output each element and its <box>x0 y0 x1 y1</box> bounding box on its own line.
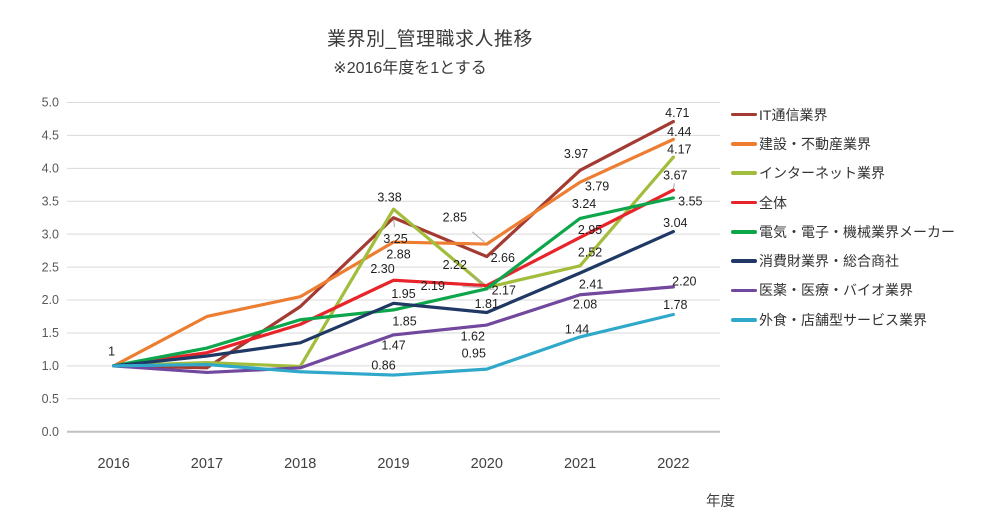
label-leader-line <box>472 275 485 285</box>
data-label: 4.17 <box>667 143 691 157</box>
data-label: 1.44 <box>565 322 589 336</box>
data-label: 3.25 <box>383 232 407 246</box>
label-leader-line <box>462 286 483 288</box>
x-tick-label: 2020 <box>471 456 503 472</box>
legend-item-1: 建設・不動産業界 <box>731 129 999 158</box>
y-tick-label: 3.5 <box>42 194 59 208</box>
legend-swatch-icon <box>731 200 757 205</box>
data-label: 0.95 <box>462 347 486 361</box>
data-label: 1.62 <box>461 330 485 344</box>
legend-item-4: 電気・電子・機械業界メーカー <box>731 217 999 246</box>
data-label: 2.66 <box>491 251 515 265</box>
legend-item-5: 消費財業界・総合商社 <box>731 246 999 275</box>
data-label: 2.22 <box>443 258 467 272</box>
legend-item-6: 医薬・医療・バイオ業界 <box>731 276 999 305</box>
data-label: 3.97 <box>564 147 588 161</box>
legend-swatch-icon <box>731 171 757 176</box>
x-axis-title: 年度 <box>706 494 735 510</box>
legend-swatch-icon <box>731 317 757 322</box>
x-tick-label: 2018 <box>284 456 316 472</box>
legend-item-2: インターネット業界 <box>731 159 999 188</box>
legend-item-7: 外食・店舗型サービス業界 <box>731 305 999 334</box>
series-line-4 <box>112 196 675 368</box>
legend-label: IT通信業界 <box>759 106 828 123</box>
data-label: 3.38 <box>377 191 401 205</box>
data-label: 0.86 <box>371 359 395 373</box>
y-tick-label: 4.0 <box>42 162 59 176</box>
series-line-6 <box>112 285 675 375</box>
series-line-7 <box>112 312 675 377</box>
data-label: 2.20 <box>672 274 696 288</box>
legend-label: 建設・不動産業界 <box>759 135 871 152</box>
series-line-5 <box>112 229 675 368</box>
x-tick-label: 2019 <box>377 456 409 472</box>
x-tick-label: 2016 <box>98 456 130 472</box>
legend-swatch-icon <box>731 112 757 117</box>
legend-swatch-icon <box>731 230 757 234</box>
legend-item-3: 全体 <box>731 188 999 217</box>
legend-swatch-icon <box>731 259 757 263</box>
data-label: 2.08 <box>573 297 597 311</box>
chart-title: 業界別_管理職求人推移 <box>326 29 534 50</box>
series-line-2 <box>112 155 675 369</box>
y-tick-label: 1.0 <box>42 359 59 373</box>
data-label: 1 <box>108 344 115 358</box>
x-tick-label: 2017 <box>191 456 223 472</box>
data-label: 2.88 <box>386 248 410 262</box>
legend-label: 医薬・医療・バイオ業界 <box>759 282 913 299</box>
x-tick-label: 2022 <box>657 456 689 472</box>
data-label: 1.85 <box>392 314 416 328</box>
label-leader-line <box>393 219 395 228</box>
y-tick-label: 2.5 <box>42 260 59 274</box>
legend-item-0: IT通信業界 <box>731 100 999 129</box>
series-line-0 <box>112 119 675 370</box>
label-leader-line <box>673 183 675 189</box>
data-label: 3.79 <box>585 180 609 194</box>
y-tick-label: 0.0 <box>42 425 59 439</box>
data-label: 3.24 <box>572 197 596 211</box>
legend: IT通信業界建設・不動産業界 インターネット業界 全体電気・電子・機械業界メーカー消… <box>731 100 999 334</box>
legend-label: 外食・店舗型サービス業界 <box>759 311 927 328</box>
x-tick-label: 2021 <box>564 456 596 472</box>
data-label: 1.47 <box>381 338 405 352</box>
legend-label: 消費財業界・総合商社 <box>759 253 899 270</box>
y-tick-label: 4.5 <box>42 129 59 143</box>
legend-swatch-icon <box>731 142 757 146</box>
data-label: 2.85 <box>443 211 467 225</box>
data-label: 1.81 <box>475 297 499 311</box>
data-label: 2.19 <box>421 279 445 293</box>
y-tick-label: 1.5 <box>42 326 59 340</box>
data-label: 3.04 <box>663 216 687 230</box>
data-label: 1.78 <box>663 298 687 312</box>
label-leader-line <box>472 231 485 243</box>
legend-label: インターネット業界 <box>759 165 885 182</box>
data-label: 2.30 <box>370 262 394 276</box>
data-label: 4.71 <box>665 106 689 120</box>
series-line-3 <box>112 188 675 368</box>
legend-label: 電気・電子・機械業界メーカー <box>759 223 955 240</box>
data-label: 2.17 <box>492 283 516 297</box>
data-label: 3.67 <box>663 169 687 183</box>
legend-swatch-icon <box>731 288 757 293</box>
data-label: 2.95 <box>578 223 602 237</box>
y-tick-label: 0.5 <box>42 392 59 406</box>
legend-label: 全体 <box>759 194 787 211</box>
y-tick-label: 3.0 <box>42 227 59 241</box>
y-tick-label: 2.0 <box>42 293 59 307</box>
data-label: 3.55 <box>678 194 702 208</box>
chart-subtitle: ※2016年度を1とする <box>333 60 487 77</box>
data-label: 1.95 <box>391 287 415 301</box>
data-label: 2.52 <box>578 245 602 259</box>
y-tick-label: 5.0 <box>42 96 59 110</box>
data-label: 2.41 <box>579 278 603 292</box>
series-line-1 <box>112 137 675 368</box>
data-label: 4.44 <box>667 125 691 139</box>
